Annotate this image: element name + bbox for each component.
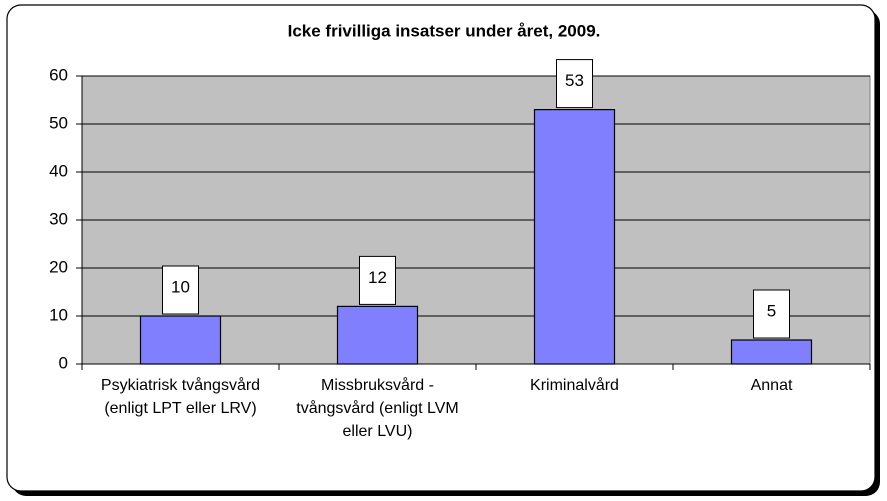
x-tick-label: Psykiatrisk tvångsvård (enligt LPT eller…	[100, 377, 261, 417]
y-tick-label: 40	[49, 161, 68, 180]
value-label-box	[556, 59, 593, 109]
x-tick-label: Annat	[750, 377, 793, 394]
chart-title: Icke frivilliga insatser under året, 200…	[288, 21, 601, 40]
bar	[533, 108, 616, 365]
bar	[336, 305, 419, 365]
y-tick-label: 50	[49, 113, 68, 132]
bar	[139, 315, 222, 365]
value-label-box	[162, 265, 199, 315]
value-label: 12	[368, 268, 387, 287]
value-label: 10	[171, 277, 190, 296]
value-label: 5	[767, 301, 776, 320]
bar	[730, 339, 813, 365]
x-tick-label: Missbruksvård - tvångsvård (enligt LVM e…	[296, 377, 459, 440]
value-label: 53	[565, 71, 584, 90]
y-tick-label: 10	[49, 305, 68, 324]
y-tick-label: 0	[59, 353, 68, 372]
x-tick-label: Kriminalvård	[530, 377, 619, 394]
y-tick-label: 30	[49, 209, 68, 228]
y-tick-label: 20	[49, 257, 68, 276]
y-tick-label: 60	[49, 65, 68, 84]
value-label-box	[753, 289, 790, 339]
value-label-box	[359, 255, 396, 305]
